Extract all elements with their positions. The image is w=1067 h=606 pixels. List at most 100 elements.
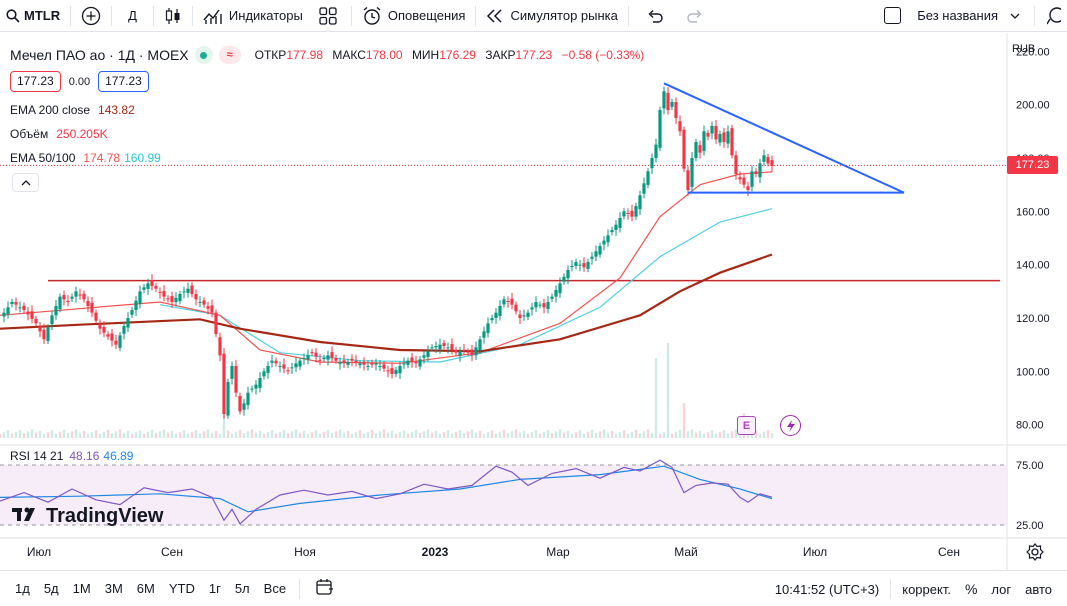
earnings-event-icon[interactable]: E <box>737 416 756 435</box>
date-range-button[interactable] <box>304 578 346 599</box>
volume-bar <box>22 433 26 438</box>
candle-body <box>390 368 394 374</box>
templates-button[interactable] <box>309 0 347 32</box>
candle-body <box>382 364 386 369</box>
adjust-button[interactable]: коррект. <box>902 581 951 597</box>
range-button[interactable]: 3М <box>104 581 123 596</box>
volume-bar <box>674 431 678 438</box>
range-button[interactable]: 1д <box>15 581 30 596</box>
volume-bar <box>730 431 734 438</box>
range-button[interactable]: 5д <box>43 581 59 596</box>
volume-bar <box>570 434 574 438</box>
chart-settings-button[interactable] <box>1026 543 1044 564</box>
clock-timezone[interactable]: 10:41:52 (UTC+3) <box>774 581 880 597</box>
bid-box[interactable]: 177.23 <box>10 71 61 92</box>
candle-body <box>178 294 182 302</box>
alerts-button[interactable]: Оповещения <box>356 0 472 32</box>
candle-body <box>338 362 342 364</box>
rsi-signal-line[interactable] <box>0 465 773 513</box>
volume-bar <box>410 431 414 438</box>
redo-button[interactable] <box>677 0 713 32</box>
range-button[interactable]: 1г <box>208 581 221 596</box>
market-status-icon[interactable] <box>194 46 213 64</box>
symbol-label: MTLR <box>24 8 61 23</box>
indicators-button[interactable]: Индикаторы <box>197 0 309 32</box>
range-button[interactable]: 6М <box>136 581 155 596</box>
volume-bar <box>662 432 666 438</box>
volume-bar <box>682 403 686 438</box>
range-button[interactable]: YTD <box>168 581 195 596</box>
volume-bar <box>306 434 310 438</box>
candle-body <box>682 129 686 169</box>
calendar-range-icon <box>316 579 334 595</box>
log-button[interactable]: лог <box>991 581 1012 597</box>
symbol-search-button[interactable]: MTLR <box>0 0 66 32</box>
interval-button[interactable]: Д <box>128 8 137 23</box>
chart-pane[interactable]: 220.00200.00180.00160.00140.00120.00100.… <box>0 33 1067 570</box>
price-chart[interactable]: 220.00200.00180.00160.00140.00120.00100.… <box>0 33 1067 570</box>
compare-symbol-button[interactable] <box>75 0 107 32</box>
volume-bar <box>622 430 626 438</box>
ask-box[interactable]: 177.23 <box>98 71 149 92</box>
collapse-legend-button[interactable] <box>12 173 39 192</box>
candle-body <box>262 371 266 377</box>
ema200-legend[interactable]: EMA 200 close 143.82 <box>10 103 135 117</box>
volume-bar <box>522 430 526 438</box>
dividend-event-icon[interactable] <box>780 415 801 436</box>
volume-bar <box>314 430 318 438</box>
rsi-legend[interactable]: RSI 14 21 48.16 46.89 <box>10 449 133 463</box>
volume-bar <box>478 430 482 438</box>
volume-bar <box>422 431 426 438</box>
volume-bar <box>342 432 346 438</box>
volume-bar <box>482 434 486 438</box>
layout-square-icon <box>884 7 902 24</box>
ema-pair-legend[interactable]: EMA 50/100 174.78 160.99 <box>10 151 161 165</box>
rsi-label: RSI 14 21 <box>10 449 64 463</box>
rsi-line[interactable] <box>0 459 773 525</box>
candle-body <box>394 370 398 374</box>
indicators-label: Индикаторы <box>228 8 303 23</box>
chart-type-button[interactable] <box>158 0 188 32</box>
ema50-line[interactable] <box>0 171 773 364</box>
candle-body <box>354 360 358 362</box>
volume-bar <box>290 431 294 438</box>
replay-button[interactable]: Симулятор рынка <box>480 0 623 32</box>
volume-bar <box>594 433 598 438</box>
percent-button[interactable]: % <box>964 581 978 597</box>
ema100-line[interactable] <box>159 208 773 363</box>
volume-bar <box>170 430 174 438</box>
triangle-upper-trendline[interactable] <box>663 82 905 194</box>
range-button[interactable]: 1М <box>72 581 91 596</box>
candle-body <box>126 318 130 328</box>
layout-name-label: Без названия <box>917 8 998 23</box>
candle-body <box>346 362 350 365</box>
volume-bar <box>630 431 634 438</box>
undo-button[interactable] <box>633 0 677 32</box>
volume-legend[interactable]: Объём 250.205K <box>10 127 108 141</box>
layout-name-button[interactable]: Без названия <box>874 0 1030 32</box>
volume-bar <box>702 434 706 438</box>
candle-body <box>490 318 494 321</box>
tradingview-logo[interactable]: TradingView <box>12 505 163 528</box>
volume-bar <box>758 433 762 438</box>
chevron-down-icon <box>1010 13 1020 19</box>
volume-bar <box>250 429 254 438</box>
candle-body <box>498 306 502 316</box>
candle-body <box>130 310 134 315</box>
auto-button[interactable]: авто <box>1025 581 1052 597</box>
plus-circle-icon <box>81 6 101 25</box>
legend-symbol-title[interactable]: Мечел ПАО ао · 1Д · MOEX <box>10 47 189 63</box>
candle-body <box>150 280 154 286</box>
quick-search-button[interactable] <box>1039 0 1067 32</box>
range-button[interactable]: 5л <box>234 581 250 596</box>
divider <box>890 579 892 599</box>
candle-body <box>410 357 414 362</box>
currency-label[interactable]: RUB <box>1012 43 1036 55</box>
candle-body <box>710 126 714 134</box>
candle-body <box>50 315 54 325</box>
volume-bar <box>2 432 6 438</box>
data-delay-icon[interactable]: ≈ <box>218 46 241 64</box>
candle-body <box>118 335 122 348</box>
range-button[interactable]: Все <box>263 581 287 596</box>
volume-bar <box>538 433 542 438</box>
